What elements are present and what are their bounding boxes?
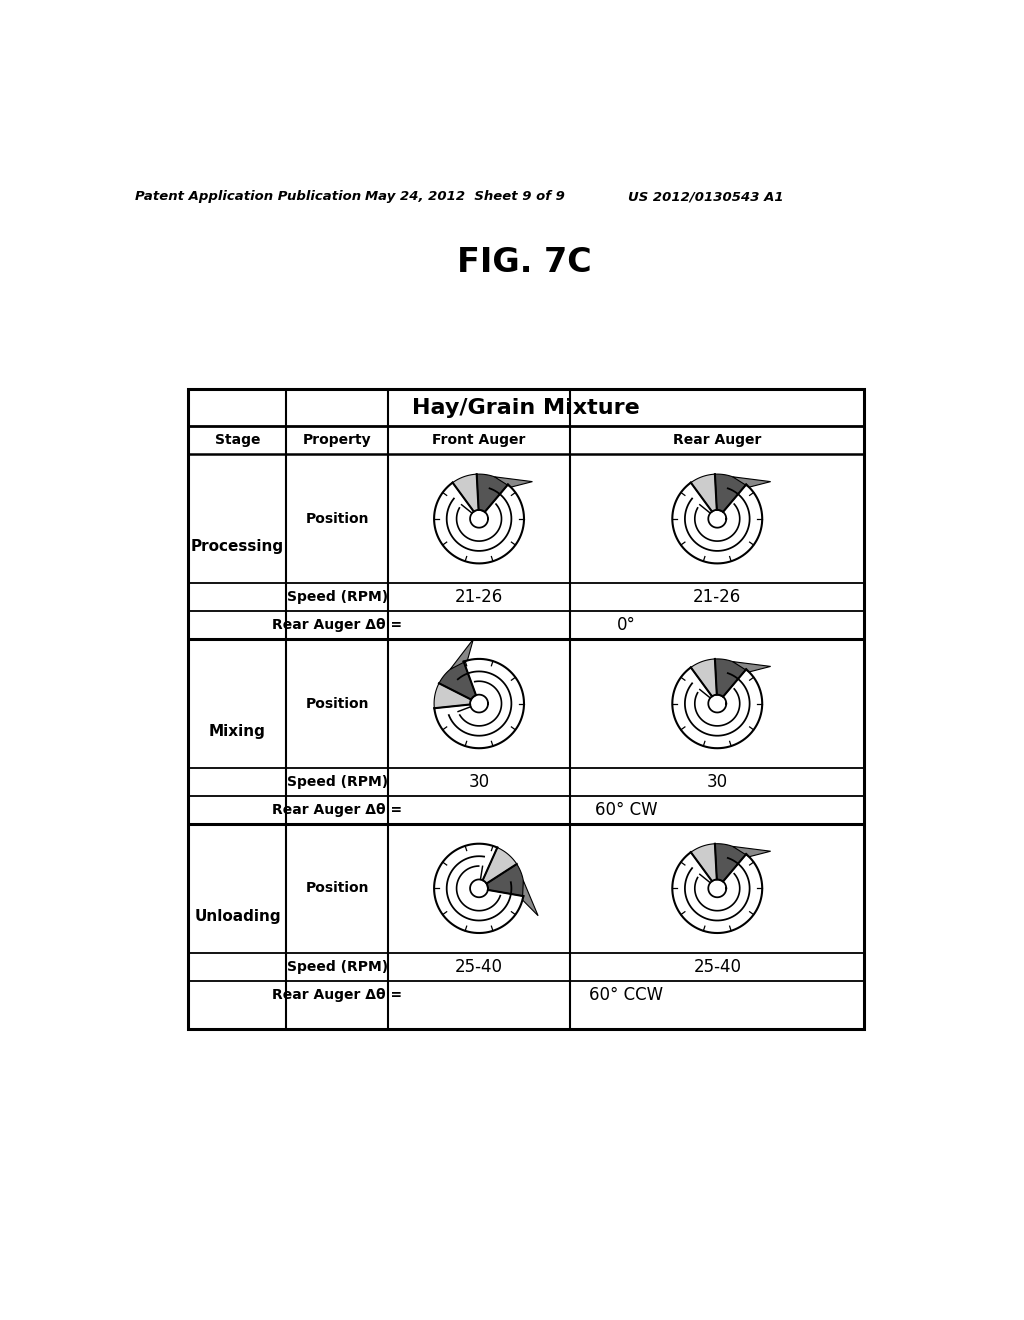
Text: Speed (RPM): Speed (RPM) (287, 590, 388, 605)
Text: US 2012/0130543 A1: US 2012/0130543 A1 (628, 190, 783, 203)
Text: 25-40: 25-40 (693, 958, 741, 975)
Text: Speed (RPM): Speed (RPM) (287, 960, 388, 974)
Text: 60° CCW: 60° CCW (589, 986, 664, 1003)
Text: Position: Position (305, 697, 369, 710)
Polygon shape (482, 847, 517, 883)
Text: Position: Position (305, 882, 369, 895)
Text: 30: 30 (469, 774, 489, 791)
Text: Rear Auger Δθ =: Rear Auger Δθ = (272, 803, 402, 817)
Polygon shape (715, 659, 746, 697)
Text: Mixing: Mixing (209, 723, 266, 739)
Text: 0°: 0° (616, 616, 636, 634)
Text: Patent Application Publication: Patent Application Publication (135, 190, 361, 203)
Text: 60° CW: 60° CW (595, 801, 657, 818)
Text: May 24, 2012  Sheet 9 of 9: May 24, 2012 Sheet 9 of 9 (366, 190, 565, 203)
Polygon shape (732, 846, 771, 857)
Polygon shape (732, 477, 771, 487)
Polygon shape (434, 684, 471, 709)
Bar (188, 389, 864, 1028)
Polygon shape (522, 880, 539, 916)
Text: Speed (RPM): Speed (RPM) (287, 775, 388, 789)
Text: 25-40: 25-40 (455, 958, 503, 975)
Text: Rear Auger Δθ =: Rear Auger Δθ = (272, 618, 402, 632)
Polygon shape (691, 843, 717, 882)
Polygon shape (486, 865, 524, 896)
Polygon shape (477, 474, 508, 512)
Polygon shape (439, 661, 476, 700)
Text: Stage: Stage (215, 433, 260, 447)
Text: Hay/Grain Mixture: Hay/Grain Mixture (413, 397, 640, 418)
Polygon shape (715, 474, 746, 512)
Polygon shape (691, 474, 717, 512)
Polygon shape (495, 477, 532, 487)
Text: Property: Property (303, 433, 372, 447)
Text: Position: Position (305, 512, 369, 525)
Text: Front Auger: Front Auger (432, 433, 525, 447)
Polygon shape (691, 659, 717, 697)
Polygon shape (451, 639, 473, 669)
Text: Rear Auger Δθ =: Rear Auger Δθ = (272, 987, 402, 1002)
Text: Processing: Processing (190, 539, 284, 554)
Text: 21-26: 21-26 (693, 589, 741, 606)
Text: Unloading: Unloading (195, 908, 281, 924)
Text: 21-26: 21-26 (455, 589, 503, 606)
Text: FIG. 7C: FIG. 7C (458, 246, 592, 279)
Polygon shape (453, 474, 478, 512)
Text: Rear Auger: Rear Auger (673, 433, 762, 447)
Polygon shape (715, 843, 746, 882)
Text: 30: 30 (707, 774, 728, 791)
Polygon shape (732, 661, 771, 672)
